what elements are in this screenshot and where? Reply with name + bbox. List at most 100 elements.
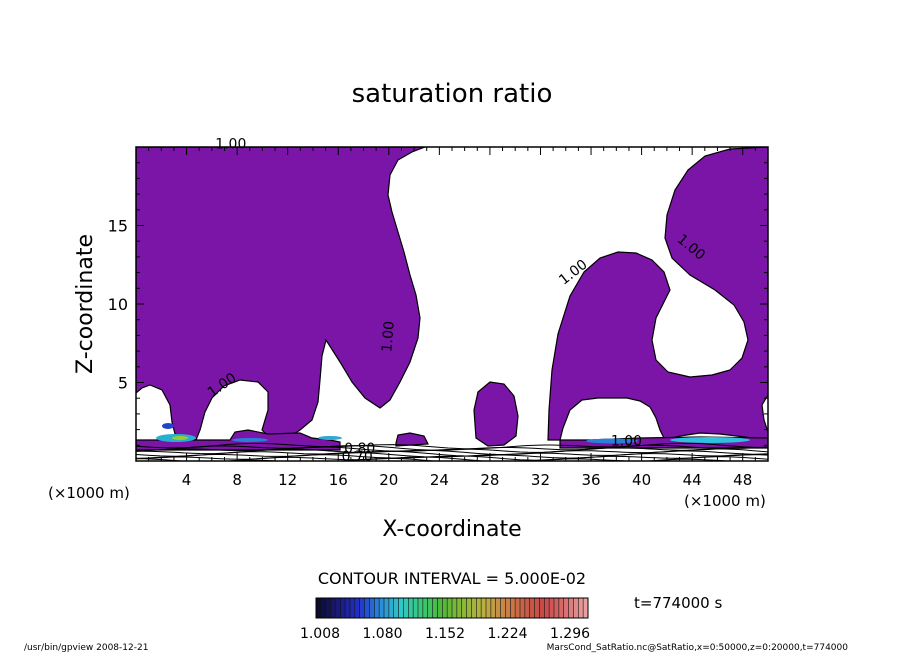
colorbar-cell xyxy=(495,598,501,618)
spot-cyan-3 xyxy=(318,436,342,440)
time-label: t=774000 s xyxy=(634,594,722,612)
contour-label: 1.00 xyxy=(611,433,642,449)
colorbar-cell xyxy=(379,598,384,618)
colorbar-cell xyxy=(461,598,467,618)
x-tick-label: 16 xyxy=(329,471,348,489)
colorbar-cell xyxy=(486,598,491,618)
colorbar-cell xyxy=(539,598,545,618)
x-tick-label: 20 xyxy=(379,471,398,489)
colorbar-cell xyxy=(510,598,516,618)
colorbar-cell xyxy=(583,598,588,618)
spot-cyan-2 xyxy=(232,438,268,442)
x-tick-label: 12 xyxy=(278,471,297,489)
colorbar-cell xyxy=(529,598,535,618)
contour-label: 0.80 xyxy=(344,441,375,457)
region-left xyxy=(136,147,426,441)
colorbar xyxy=(315,597,589,619)
z-unit-label: (×1000 m) xyxy=(48,484,130,502)
colorbar-cell xyxy=(350,598,355,618)
region-right-hole xyxy=(717,328,729,352)
colorbar-cell xyxy=(554,598,559,618)
x-unit-label: (×1000 m) xyxy=(684,492,766,510)
colorbar-cell xyxy=(534,598,540,618)
y-tick-label: 15 xyxy=(108,217,128,236)
contour-label: 1.00 xyxy=(215,137,246,153)
surface-contour-line xyxy=(136,454,768,461)
colorbar-cell xyxy=(418,598,423,618)
colorbar-cell xyxy=(505,598,511,618)
spot-cyan-5 xyxy=(670,437,750,443)
contour-label: 1.00 xyxy=(379,320,398,352)
colorbar-cell xyxy=(563,598,569,618)
colorbar-tick-label: 1.152 xyxy=(425,626,465,642)
colorbar-cell xyxy=(316,598,321,618)
colorbar-frame xyxy=(315,597,589,619)
colorbar-cell xyxy=(359,598,365,618)
surface-contour-line xyxy=(136,444,768,451)
x-tick-label: 4 xyxy=(182,471,192,489)
y-tick-label: 5 xyxy=(118,374,128,393)
colorbar-cell xyxy=(398,598,404,618)
colorbar-cell xyxy=(568,598,574,618)
surface-contour-line xyxy=(136,446,768,453)
colorbar-cell xyxy=(330,598,336,618)
spot-blue-1 xyxy=(162,423,174,429)
colorbar-cell xyxy=(442,598,448,618)
colorbar-cell xyxy=(408,598,414,618)
surface-contour-line xyxy=(136,452,768,459)
chart-title: saturation ratio xyxy=(352,79,553,109)
surface-contour-line xyxy=(136,450,768,457)
colorbar-cell xyxy=(490,598,496,618)
colorbar-tick-label: 1.224 xyxy=(487,626,527,642)
colorbar-cell xyxy=(374,598,380,618)
colorbar-cell xyxy=(413,598,418,618)
y-axis-ticks: 5 10 15 xyxy=(108,162,768,446)
region-band-mid xyxy=(395,432,429,447)
colorbar-cell xyxy=(393,598,399,618)
region-center-small xyxy=(473,381,519,447)
y-tick-label: 10 xyxy=(108,295,128,314)
colorbar-cell xyxy=(437,598,443,618)
colorbar-cell xyxy=(466,598,472,618)
contour-interval: CONTOUR INTERVAL = 5.000E-02 xyxy=(318,569,586,588)
colorbar-cell xyxy=(422,598,428,618)
x-tick-label: 28 xyxy=(480,471,499,489)
colorbar-cell xyxy=(432,598,438,618)
x-tick-label: 8 xyxy=(232,471,242,489)
colorbar-cell xyxy=(335,598,341,618)
colorbar-cell xyxy=(388,598,394,618)
colorbar-tick-label: 1.080 xyxy=(362,626,402,642)
colorbar-cell xyxy=(544,598,550,618)
colorbar-cell xyxy=(340,598,346,618)
colorbar-cell xyxy=(364,598,370,618)
contour-label: 0.70 xyxy=(342,449,373,465)
colorbar-cell xyxy=(345,598,350,618)
colorbar-cell xyxy=(354,598,360,618)
colorbar-cell xyxy=(578,598,584,618)
colorbar-cell xyxy=(558,598,564,618)
colorbar-cell xyxy=(403,598,409,618)
x-axis-label: X-coordinate xyxy=(382,517,521,542)
x-tick-label: 32 xyxy=(531,471,550,489)
x-axis-ticks: 4 8 12 16 20 24 28 32 36 40 44 48 xyxy=(148,147,756,489)
colorbar-cell xyxy=(476,598,482,618)
region-right-mid xyxy=(547,147,768,441)
x-tick-label: 48 xyxy=(733,471,752,489)
colorbar-cell xyxy=(520,598,525,618)
x-tick-label: 44 xyxy=(683,471,702,489)
colorbar-cell xyxy=(384,598,389,618)
surface-contour-line xyxy=(136,442,768,450)
colorbar-cell xyxy=(452,598,457,618)
colorbar-cell xyxy=(320,598,326,618)
surface-contours xyxy=(136,442,768,461)
colorbar-cell xyxy=(524,598,530,618)
colorbar-cell xyxy=(369,598,375,618)
colorbar-cell xyxy=(549,598,554,618)
colorbar-tick-labels: 1.008 1.080 1.152 1.224 1.296 xyxy=(300,626,590,642)
spot-green-1 xyxy=(172,436,188,440)
colorbar-cell xyxy=(573,598,579,618)
colorbar-cell xyxy=(325,598,331,618)
x-tick-label: 40 xyxy=(632,471,651,489)
colorbar-cell xyxy=(481,598,486,618)
colorbar-cell xyxy=(500,598,506,618)
